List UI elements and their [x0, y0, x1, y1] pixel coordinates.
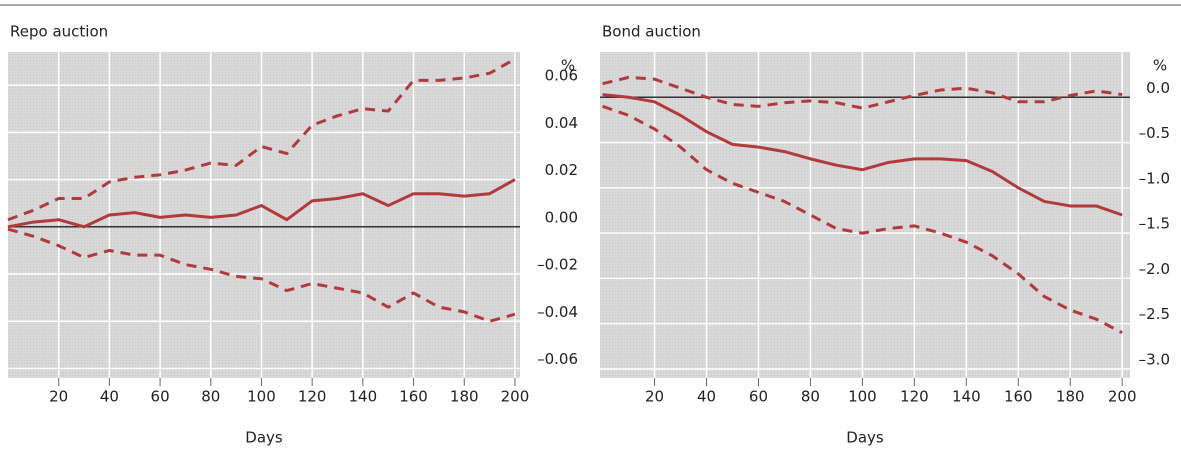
x-tick-label: 120	[298, 388, 327, 406]
y-tick-label: 0.02	[545, 161, 578, 179]
x-tick-label: 100	[848, 388, 877, 406]
x-axis-label: Days	[245, 429, 283, 447]
x-tick-label: 80	[201, 388, 220, 406]
series-line	[7, 227, 516, 323]
x-tick-label: 20	[49, 388, 68, 406]
series-line	[602, 104, 1123, 335]
x-tick-label: 160	[1004, 388, 1033, 406]
x-tick-label: 40	[697, 388, 716, 406]
x-tick-label: 140	[349, 388, 378, 406]
x-tick-label: 40	[100, 388, 119, 406]
y-tick-label: 0.00	[545, 208, 578, 226]
y-tick-label: –0.04	[537, 303, 578, 321]
chart-title: Bond auction	[602, 23, 701, 41]
y-tick-label: –3.0	[1139, 350, 1170, 368]
y-unit: %	[561, 57, 575, 75]
y-tick-label: –0.02	[537, 256, 578, 274]
y-tick-label: 0.0	[1146, 79, 1170, 97]
x-tick-label: 120	[900, 388, 929, 406]
y-tick-label: 0.04	[545, 114, 578, 132]
plot-area	[600, 52, 1130, 378]
series-line	[7, 178, 516, 229]
x-tick-label: 160	[399, 388, 428, 406]
y-tick-label: –2.5	[1139, 305, 1170, 323]
x-tick-label: 200	[501, 388, 530, 406]
x-tick-label: 60	[749, 388, 768, 406]
y-tick-label: –1.0	[1139, 169, 1170, 187]
x-axis-label: Days	[846, 429, 884, 447]
plot-area	[8, 52, 520, 378]
x-tick-label: 140	[952, 388, 981, 406]
y-tick-label: –1.5	[1139, 215, 1170, 233]
series-line	[602, 93, 1123, 217]
x-tick-label: 180	[1056, 388, 1085, 406]
x-tick-label: 60	[151, 388, 170, 406]
series-line	[602, 75, 1123, 110]
x-tick-label: 100	[247, 388, 276, 406]
y-tick-label: –2.0	[1139, 260, 1170, 278]
y-tick-label: –0.06	[537, 350, 578, 368]
chart-title: Repo auction	[10, 23, 108, 41]
y-tick-label: –0.5	[1139, 124, 1170, 142]
y-tick-label: 0.06	[545, 67, 578, 85]
x-tick-label: 80	[801, 388, 820, 406]
x-tick-label: 200	[1108, 388, 1137, 406]
y-unit: %	[1153, 57, 1167, 75]
x-tick-label: 20	[645, 388, 664, 406]
x-tick-label: 180	[450, 388, 479, 406]
series-line	[7, 57, 516, 222]
